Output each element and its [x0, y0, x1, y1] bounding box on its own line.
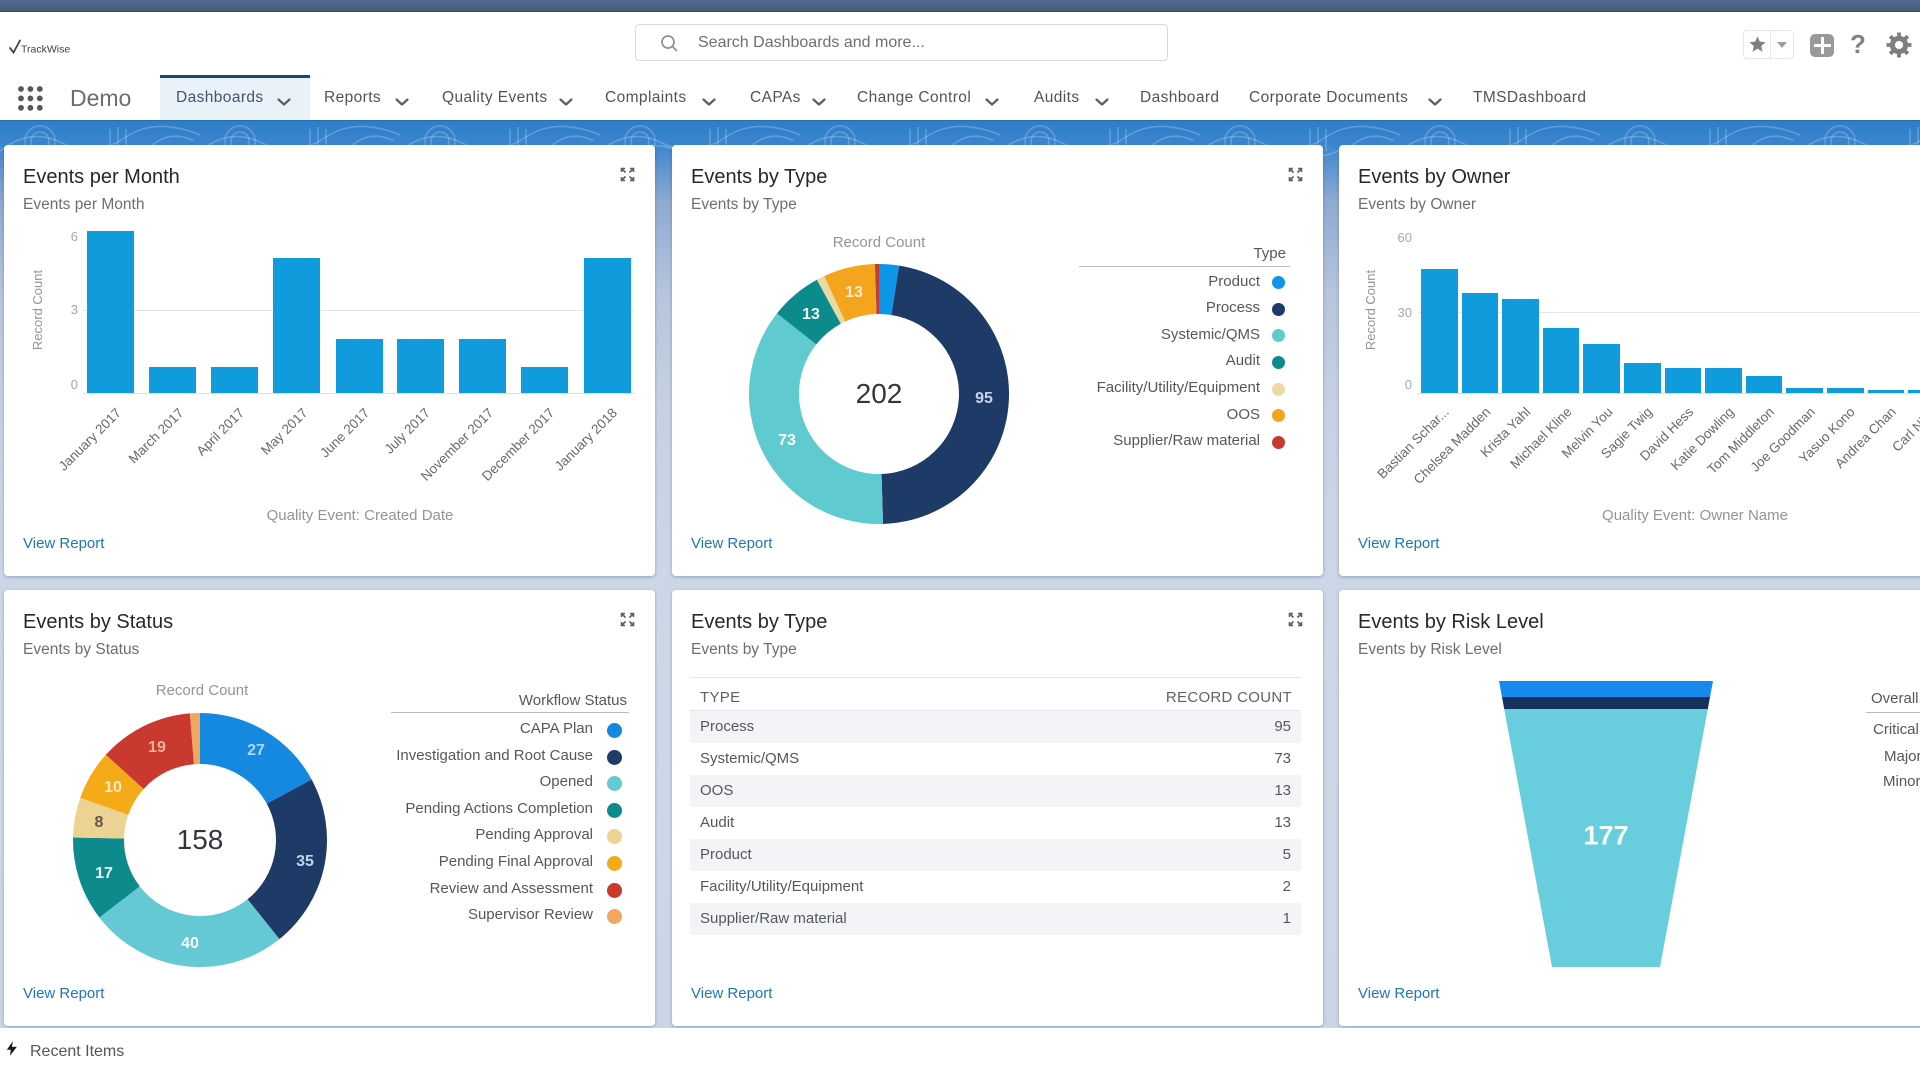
svg-text:TrackWise: TrackWise: [21, 44, 70, 56]
